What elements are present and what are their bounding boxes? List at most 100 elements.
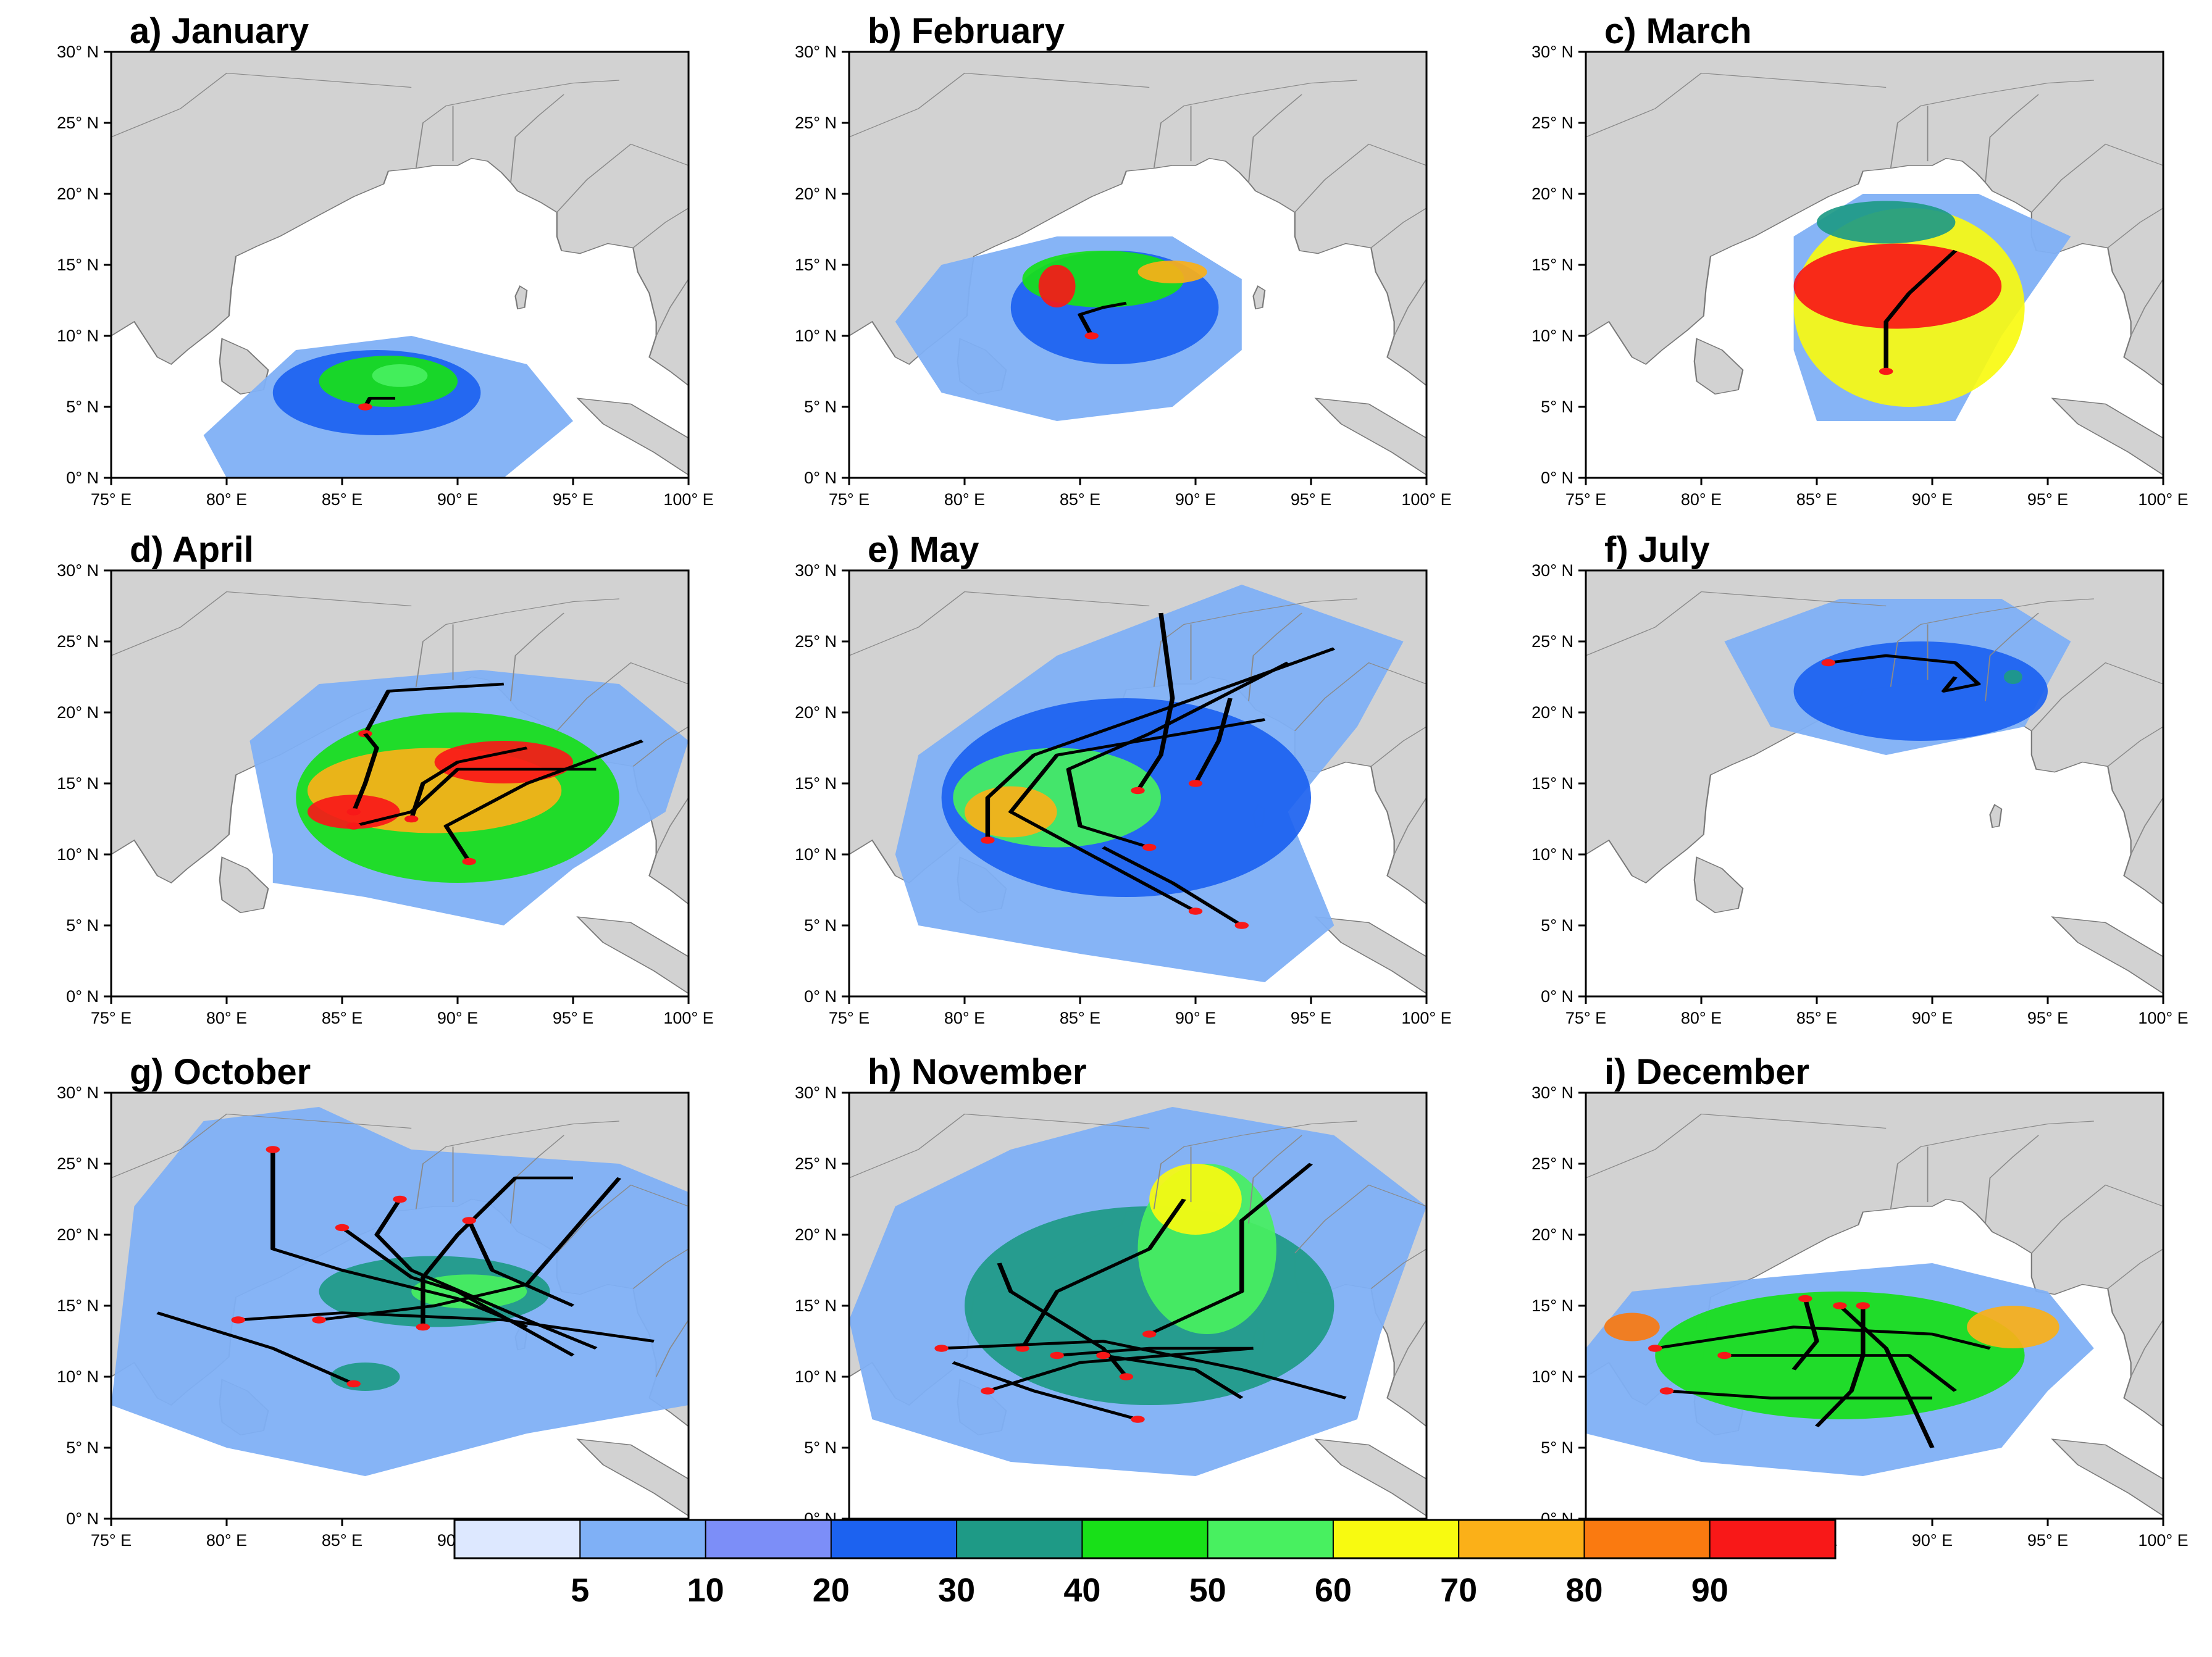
longitude-tick-label: 85° E — [322, 1009, 362, 1027]
latitude-tick-label: 0° N — [804, 987, 837, 1006]
genesis-point — [1096, 1351, 1110, 1359]
panel-may: e) May 0° N 5° N 10° N 15° N 20° N 25° N 30° N 7… — [795, 530, 1452, 1027]
latitude-tick-label: 5° N — [804, 398, 837, 416]
colorbar-swatch — [1458, 1519, 1585, 1559]
panel-april: d) April 0° N 5° N 10° N 15° N 20° N 25° N 30° … — [57, 530, 714, 1027]
panel-title: e) May — [868, 530, 979, 570]
longitude-tick-label: 85° E — [1796, 490, 1837, 509]
latitude-tick-label: 20° N — [795, 185, 837, 203]
longitude-tick-label: 80° E — [944, 1009, 985, 1027]
latitude-tick-label: 0° N — [66, 469, 99, 487]
genesis-point — [462, 1217, 476, 1224]
latitude-tick-label: 15° N — [57, 256, 99, 274]
longitude-tick-label: 95° E — [553, 490, 593, 509]
latitude-tick-label: 20° N — [795, 703, 837, 722]
latitude-tick-label: 20° N — [57, 1225, 99, 1244]
rainfall-intensity-cell — [434, 741, 574, 783]
cyclone-track — [1020, 1198, 1186, 1349]
latitude-tick-label: 0° N — [66, 1509, 99, 1528]
colorbar-label: 20 — [813, 1572, 850, 1609]
cyclone-track — [985, 647, 1336, 840]
latitude-tick-label: 30° N — [1531, 43, 1573, 61]
cyclone-track — [318, 1177, 622, 1322]
latitude-tick-label: 25° N — [1531, 1154, 1573, 1173]
panel-title: h) November — [868, 1052, 1087, 1092]
genesis-point — [346, 1380, 361, 1388]
cyclone-tracks — [156, 1146, 655, 1388]
genesis-point — [1015, 1345, 1029, 1352]
colorbar-swatch — [830, 1519, 958, 1559]
latitude-tick-label: 30° N — [1531, 561, 1573, 580]
latitude-tick-label: 10° N — [57, 845, 99, 864]
rainfall-intensity-cell — [372, 364, 428, 387]
genesis-point — [393, 1195, 407, 1203]
cyclone-track — [1147, 1162, 1313, 1335]
colorbar: 5 10 20 30 40 50 60 70 80 90 — [453, 1519, 1837, 1609]
cyclone-tracks — [1821, 654, 1981, 693]
genesis-point — [1659, 1387, 1674, 1395]
cyclone-track — [1078, 301, 1127, 336]
panel-february: b) February 0° N 5° N 10° N 15° N 20° N 25° N 3… — [795, 11, 1452, 509]
longitude-tick-label: 75° E — [91, 1009, 132, 1027]
cyclone-track — [353, 767, 597, 828]
latitude-tick-label: 20° N — [57, 703, 99, 722]
genesis-point — [266, 1146, 280, 1153]
panel-title: b) February — [868, 11, 1065, 51]
latitude-tick-label: 10° N — [1531, 845, 1573, 864]
cyclone-track — [1724, 1354, 1958, 1392]
rainfall-swath — [849, 1107, 1426, 1476]
colorbar-swatch — [1583, 1519, 1711, 1559]
latitude-tick-label: 30° N — [57, 43, 99, 61]
longitude-tick-label: 95° E — [1291, 1009, 1331, 1027]
colorbar-swatch — [1709, 1519, 1837, 1559]
genesis-point — [231, 1316, 245, 1324]
longitude-tick-label: 100° E — [2138, 1009, 2188, 1027]
latitude-tick-label: 30° N — [57, 561, 99, 580]
cyclone-tracks — [934, 1162, 1347, 1423]
longitude-tick-label: 75° E — [829, 490, 869, 509]
colorbar-label: 30 — [938, 1572, 975, 1609]
latitude-tick-label: 15° N — [795, 256, 837, 274]
colorbar-swatch — [579, 1519, 707, 1559]
genesis-point — [1717, 1351, 1732, 1359]
panel-title: d) April — [130, 530, 254, 570]
genesis-point — [981, 1387, 995, 1395]
longitude-tick-label: 100° E — [1401, 1009, 1451, 1027]
genesis-point — [1188, 780, 1203, 787]
cyclone-track — [1102, 846, 1244, 927]
cyclone-track — [1814, 1306, 1866, 1427]
colorbar-label: 80 — [1565, 1572, 1602, 1609]
cyclone-tracks — [358, 396, 396, 411]
latitude-tick-label: 30° N — [1531, 1083, 1573, 1102]
colorbar-label: 50 — [1189, 1572, 1226, 1609]
colorbar-frame — [453, 1519, 1837, 1559]
panel-october: g) October 0° N 5° N 10° N 15° N 20° N 25° N 30… — [57, 1052, 714, 1550]
latitude-tick-label: 15° N — [1531, 256, 1573, 274]
rainfall-swath — [1724, 599, 2071, 755]
colorbar-swatch — [1332, 1519, 1460, 1559]
genesis-point — [1142, 1330, 1157, 1338]
rainfall-intensity-cell — [1038, 265, 1076, 307]
cyclone-track — [467, 1220, 575, 1307]
longitude-tick-label: 95° E — [1291, 490, 1331, 509]
genesis-point — [1798, 1295, 1812, 1303]
longitude-tick-label: 75° E — [1565, 490, 1606, 509]
rainfall-intensity-cell — [1967, 1306, 2059, 1348]
latitude-tick-label: 10° N — [1531, 327, 1573, 345]
latitude-tick-label: 10° N — [57, 327, 99, 345]
latitude-tick-label: 25° N — [795, 632, 837, 651]
genesis-point — [1142, 843, 1157, 851]
rainfall-intensity-cell — [1604, 1313, 1660, 1342]
genesis-point — [981, 837, 995, 844]
genesis-point — [1833, 1302, 1847, 1309]
latitude-tick-label: 5° N — [804, 1438, 837, 1457]
longitude-tick-label: 90° E — [1175, 1009, 1216, 1027]
rainfall-intensity-cell — [1137, 261, 1207, 283]
latitude-tick-label: 15° N — [57, 1296, 99, 1315]
longitude-tick-label: 80° E — [944, 490, 985, 509]
cyclone-track — [340, 1227, 575, 1357]
latitude-tick-label: 15° N — [795, 774, 837, 793]
latitude-tick-label: 10° N — [795, 845, 837, 864]
latitude-tick-label: 10° N — [57, 1367, 99, 1386]
